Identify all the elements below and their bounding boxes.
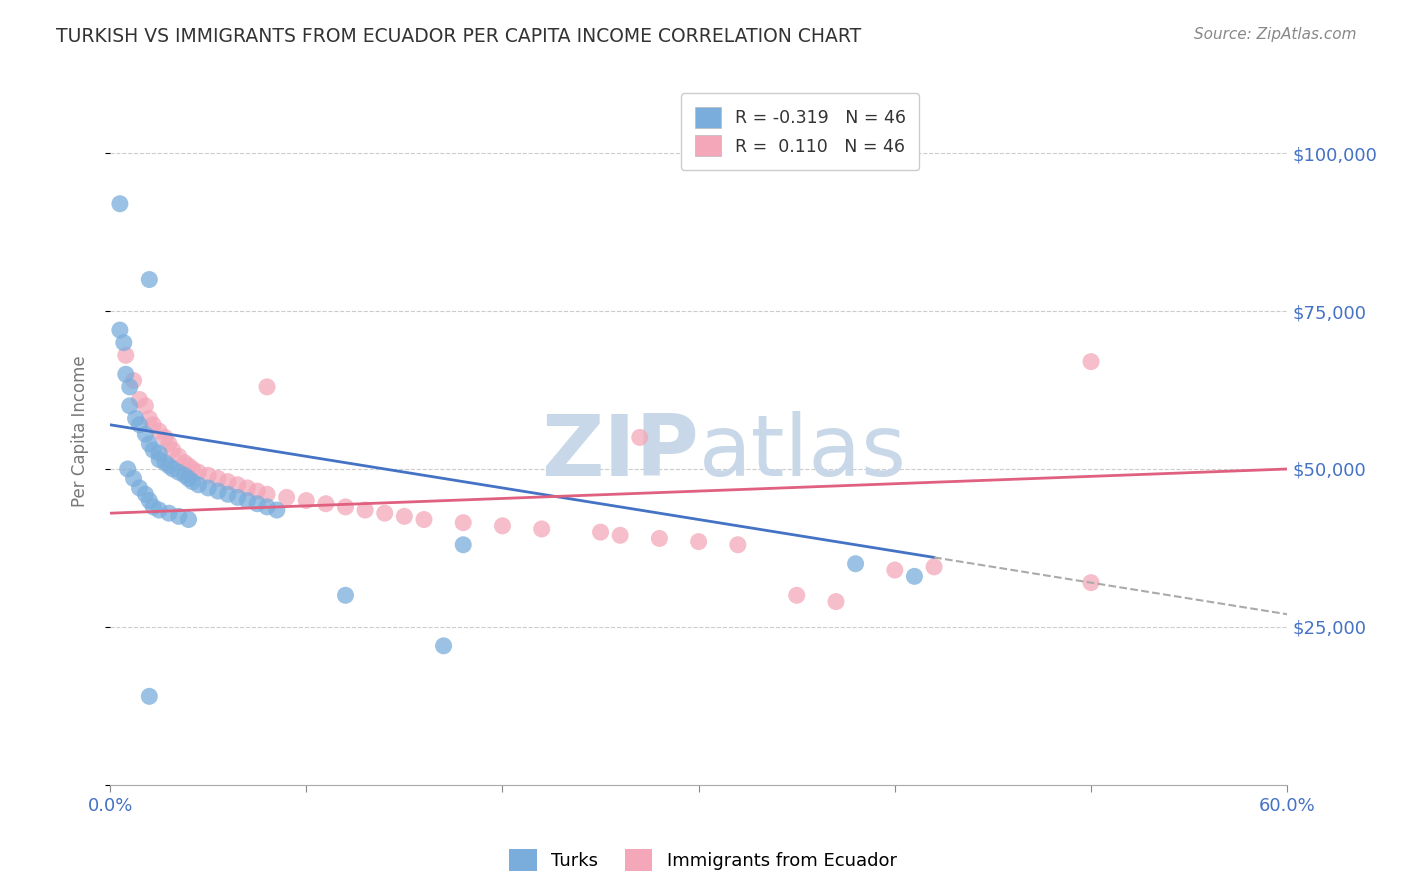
Point <box>128 481 150 495</box>
Point <box>117 462 139 476</box>
Point <box>1080 354 1102 368</box>
Point <box>157 458 180 473</box>
Point <box>433 639 456 653</box>
Point <box>354 503 377 517</box>
Point <box>335 500 357 514</box>
Point <box>181 462 204 476</box>
Point <box>236 481 259 495</box>
Point <box>138 411 160 425</box>
Point <box>112 335 135 350</box>
Point <box>118 399 141 413</box>
Point <box>108 196 131 211</box>
Point <box>226 477 249 491</box>
Point <box>628 430 651 444</box>
Point <box>256 380 278 394</box>
Point <box>187 477 209 491</box>
Point <box>177 471 200 485</box>
Point <box>825 594 848 608</box>
Point <box>153 430 176 444</box>
Point <box>727 538 749 552</box>
Point <box>157 506 180 520</box>
Point <box>266 503 288 517</box>
Point <box>883 563 905 577</box>
Point <box>142 500 165 514</box>
Point <box>236 493 259 508</box>
Point <box>181 475 204 489</box>
Point <box>187 465 209 479</box>
Point <box>177 458 200 473</box>
Point <box>207 471 229 485</box>
Point <box>114 348 136 362</box>
Point <box>167 465 190 479</box>
Text: TURKISH VS IMMIGRANTS FROM ECUADOR PER CAPITA INCOME CORRELATION CHART: TURKISH VS IMMIGRANTS FROM ECUADOR PER C… <box>56 27 862 45</box>
Point <box>142 417 165 432</box>
Point <box>138 690 160 704</box>
Point <box>148 446 170 460</box>
Point <box>246 497 269 511</box>
Point <box>246 484 269 499</box>
Point <box>530 522 553 536</box>
Point <box>134 399 156 413</box>
Point <box>138 493 160 508</box>
Point <box>148 424 170 438</box>
Point <box>207 484 229 499</box>
Point <box>276 491 298 505</box>
Point <box>148 503 170 517</box>
Point <box>142 443 165 458</box>
Point <box>374 506 396 520</box>
Point <box>217 475 239 489</box>
Point <box>335 588 357 602</box>
Point <box>451 538 474 552</box>
Point <box>451 516 474 530</box>
Point <box>295 493 318 508</box>
Point <box>845 557 868 571</box>
Text: atlas: atlas <box>699 411 907 494</box>
Point <box>903 569 925 583</box>
Point <box>162 443 184 458</box>
Point <box>157 436 180 450</box>
Point <box>589 525 612 540</box>
Point <box>122 471 145 485</box>
Point <box>226 491 249 505</box>
Point <box>413 512 436 526</box>
Point <box>256 487 278 501</box>
Point <box>122 374 145 388</box>
Point <box>138 272 160 286</box>
Text: Source: ZipAtlas.com: Source: ZipAtlas.com <box>1194 27 1357 42</box>
Point <box>922 560 945 574</box>
Point <box>197 481 219 495</box>
Point <box>148 452 170 467</box>
Point <box>648 532 671 546</box>
Point <box>128 392 150 407</box>
Point <box>491 518 513 533</box>
Point <box>1080 575 1102 590</box>
Point <box>173 468 195 483</box>
Point <box>609 528 631 542</box>
Point <box>167 450 190 464</box>
Point <box>256 500 278 514</box>
Point <box>162 462 184 476</box>
Point <box>114 368 136 382</box>
Point <box>217 487 239 501</box>
Point <box>315 497 337 511</box>
Point <box>108 323 131 337</box>
Point <box>128 417 150 432</box>
Point <box>197 468 219 483</box>
Point <box>177 512 200 526</box>
Point <box>167 509 190 524</box>
Point <box>134 427 156 442</box>
Legend: R = -0.319   N = 46, R =  0.110   N = 46: R = -0.319 N = 46, R = 0.110 N = 46 <box>681 93 920 170</box>
Text: ZIP: ZIP <box>541 411 699 494</box>
Point <box>138 436 160 450</box>
Point <box>134 487 156 501</box>
Point <box>688 534 710 549</box>
Legend: Turks, Immigrants from Ecuador: Turks, Immigrants from Ecuador <box>502 842 904 879</box>
Point <box>173 456 195 470</box>
Point <box>153 456 176 470</box>
Point <box>394 509 416 524</box>
Point <box>124 411 146 425</box>
Point <box>786 588 808 602</box>
Y-axis label: Per Capita Income: Per Capita Income <box>72 355 89 507</box>
Point <box>118 380 141 394</box>
